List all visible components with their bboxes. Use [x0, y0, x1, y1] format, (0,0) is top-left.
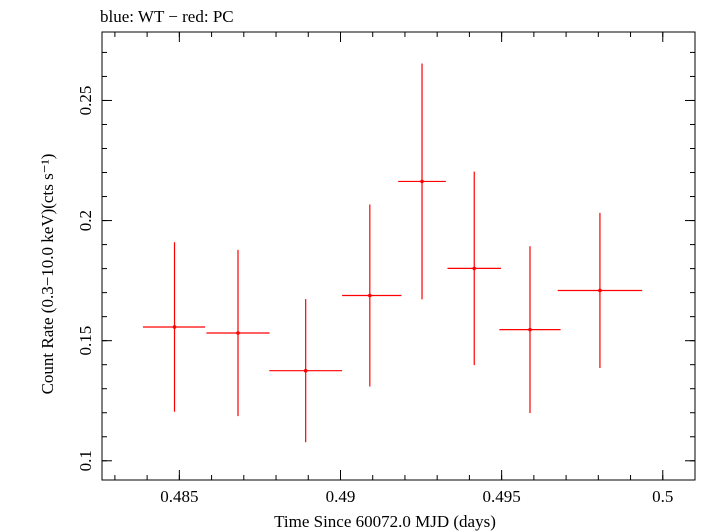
x-tick-label: 0.495 — [483, 487, 521, 506]
y-axis-label: Count Rate (0.3−10.0 keV)(cts s⁻¹) — [38, 154, 57, 395]
y-axis-ticks: 0.1 0.15 0.2 0.25 — [76, 51, 695, 471]
data-marker — [303, 368, 308, 373]
data-point — [142, 242, 206, 412]
plot-frame — [101, 31, 696, 481]
y-tick-label: 0.2 — [76, 210, 95, 231]
y-tick-label: 0.15 — [76, 326, 95, 356]
x-axis-label: Time Since 60072.0 MJD (days) — [274, 512, 496, 531]
data-point — [447, 171, 501, 366]
data-marker — [172, 325, 177, 329]
data-point — [398, 63, 446, 300]
data-marker — [236, 331, 240, 335]
x-tick-label: 0.5 — [652, 487, 673, 506]
y-tick-label: 0.1 — [76, 450, 95, 471]
data-point — [499, 246, 561, 413]
x-axis-ticks: 0.485 0.49 0.495 0.5 — [114, 32, 696, 506]
data-point — [269, 299, 343, 443]
chart-title: blue: WT − red: PC — [100, 7, 234, 26]
data-marker — [420, 179, 424, 184]
x-tick-label: 0.49 — [326, 487, 356, 506]
series-pc — [142, 63, 643, 443]
data-point — [342, 204, 402, 387]
data-marker — [368, 293, 372, 298]
data-marker — [528, 327, 532, 332]
x-tick-label: 0.485 — [160, 487, 198, 506]
data-marker — [598, 288, 602, 293]
y-tick-label: 0.25 — [76, 86, 95, 116]
data-point — [206, 249, 270, 417]
data-marker — [472, 266, 477, 271]
data-series — [142, 63, 643, 443]
data-point — [557, 212, 643, 369]
